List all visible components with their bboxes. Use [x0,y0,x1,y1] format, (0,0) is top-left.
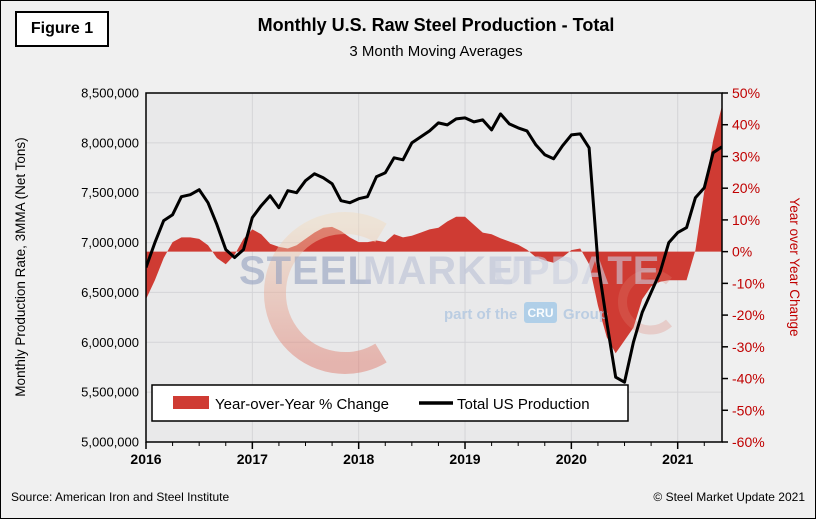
right-axis-tick-label: -10% [732,275,765,291]
watermark-tagline-suffix: Group [563,306,608,323]
plot-border [145,92,723,443]
right-axis-tick-label: 40% [732,117,760,133]
figure-number-badge: Figure 1 [15,11,109,47]
watermark-word: STEEL [239,249,373,293]
right-axis-tick-label: -50% [732,402,765,418]
x-axis-year-label: 2017 [237,451,268,467]
chart-subtitle: 3 Month Moving Averages [349,43,523,60]
right-axis-tick-label: 0% [732,244,752,260]
left-axis-tick-label: 7,000,000 [81,235,139,250]
watermark-tagline-prefix: part of the [444,306,517,323]
x-axis-year-label: 2021 [662,451,693,467]
legend-box [151,384,629,422]
left-axis-tick-label: 5,500,000 [81,385,139,400]
watermark-swoosh-icon [264,212,387,374]
watermark-swoosh-small-icon [617,269,672,335]
watermark-cru-label: CRU [528,306,554,320]
yoy-area-series [146,105,722,354]
right-axis-tick-label: 20% [732,180,760,196]
right-axis-tick-label: -60% [732,434,765,450]
x-axis-year-label: 2018 [343,451,374,467]
source-note: Source: American Iron and Steel Institut… [11,490,230,504]
right-axis-tick-label: 50% [732,85,760,101]
production-line-series [146,112,722,384]
watermark-word: UPDATE [493,249,660,293]
copyright-note: © Steel Market Update 2021 [653,490,805,504]
right-axis-tick-label: -20% [732,307,765,323]
right-axis-title: Year over Year Change [787,197,802,336]
right-axis-tick-label: 10% [732,212,760,228]
chart-title: Monthly U.S. Raw Steel Production - Tota… [257,15,615,35]
right-axis-tick-label: 30% [732,148,760,164]
legend-line-label: Total US Production [457,396,590,413]
legend-area-swatch [173,396,209,409]
right-axis-tick-label: -30% [732,339,765,355]
left-axis-tick-label: 5,000,000 [81,435,139,450]
left-axis-tick-label: 6,000,000 [81,335,139,350]
left-axis-tick-label: 8,000,000 [81,135,139,150]
x-axis-year-label: 2020 [556,451,587,467]
watermark-cru-badge [524,302,557,323]
x-axis-year-label: 2019 [449,451,480,467]
left-axis-tick-label: 7,500,000 [81,185,139,200]
watermark-word: MARKET [363,249,540,293]
right-axis-tick-label: -40% [732,371,765,387]
x-axis-year-label: 2016 [130,451,161,467]
left-axis-tick-label: 6,500,000 [81,285,139,300]
left-axis-title: Monthly Production Rate, 3MMA (Net Tons) [13,137,28,396]
left-axis-tick-label: 8,500,000 [81,86,139,101]
legend-area-label: Year-over-Year % Change [215,396,389,413]
